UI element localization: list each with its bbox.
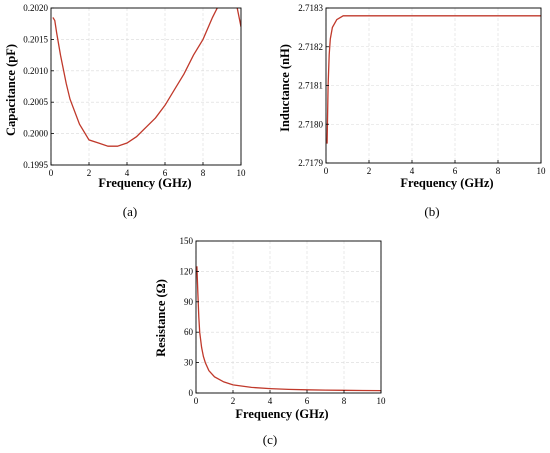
panel-b-caption: (b) bbox=[424, 204, 439, 219]
panel-c-x-tick-label: 4 bbox=[268, 396, 273, 406]
panel-c-x-axis-label: Frequency (GHz) bbox=[235, 407, 328, 421]
panel-a-chart: Capacitance (pF) Frequency (GHz) (a) 0 2 4… bbox=[4, 3, 247, 219]
panel-c-y-tick-label: 0 bbox=[189, 388, 194, 398]
panel-a-plot-frame bbox=[50, 7, 242, 166]
panel-c-x-tick-label: 2 bbox=[231, 396, 236, 406]
panel-c-x-tick-label: 0 bbox=[194, 396, 199, 406]
panel-c-plot-frame bbox=[195, 240, 382, 394]
panel-c-y-tick-label: 90 bbox=[184, 297, 194, 307]
panel-b-y-tick-label: 2.7182 bbox=[298, 42, 323, 52]
panel-a-x-axis-label: Frequency (GHz) bbox=[98, 176, 191, 190]
panel-b-x-tick-label: 8 bbox=[496, 166, 501, 176]
panel-a-y-tick-label: 0.2010 bbox=[23, 66, 48, 76]
panel-a-y-tick-label: 0.2000 bbox=[23, 129, 48, 139]
panel-a-caption: (a) bbox=[123, 204, 137, 219]
panel-a-x-tick-label: 2 bbox=[87, 168, 92, 178]
panel-b-x-tick-label: 6 bbox=[453, 166, 458, 176]
panel-a-x-tick-label: 8 bbox=[201, 168, 206, 178]
panel-b-series-line bbox=[326, 15, 541, 144]
panel-c-x-tick-label: 6 bbox=[305, 396, 310, 406]
panel-c-x-tick-label: 10 bbox=[377, 396, 387, 406]
panel-b-y-tick-label: 2.7183 bbox=[298, 3, 323, 13]
panel-b-x-tick-label: 2 bbox=[367, 166, 372, 176]
panel-a-y-axis-label: Capacitance (pF) bbox=[4, 44, 18, 136]
panel-c-y-axis-label: Resistance (Ω) bbox=[154, 279, 168, 357]
panel-b-chart: Inductance (nH) Frequency (GHz) (b) 0 2 4 6… bbox=[278, 3, 546, 219]
panel-a-x-tick-label: 4 bbox=[125, 168, 130, 178]
panel-a-y-tick-label: 0.2020 bbox=[23, 3, 48, 13]
panel-c-y-tick-label: 60 bbox=[184, 327, 194, 337]
panel-c-chart: Resistance (Ω) Frequency (GHz) (c) 0 2 4 6 8… bbox=[154, 236, 386, 447]
panel-b-y-tick-label: 2.7180 bbox=[298, 119, 323, 129]
panel-b-y-tick-label: 2.7179 bbox=[298, 158, 323, 168]
panel-a-y-tick-label: 0.2015 bbox=[23, 34, 48, 44]
panel-a-y-tick-label: 0.2005 bbox=[23, 97, 48, 107]
panel-c-y-tick-label: 150 bbox=[180, 236, 194, 246]
panel-c-y-tick-label: 30 bbox=[184, 358, 194, 368]
panel-a-x-tick-label: 10 bbox=[237, 168, 247, 178]
panel-a-y-tick-label: 0.1995 bbox=[23, 160, 48, 170]
panel-a-series-line bbox=[52, 8, 241, 147]
panel-c-x-tick-label: 8 bbox=[342, 396, 347, 406]
panel-a-x-tick-label: 6 bbox=[163, 168, 168, 178]
panel-b-x-tick-label: 0 bbox=[324, 166, 329, 176]
panel-c-series-line bbox=[196, 266, 381, 392]
panel-b-x-axis-label: Frequency (GHz) bbox=[400, 176, 493, 190]
panel-b-x-tick-label: 10 bbox=[537, 166, 547, 176]
panel-b-y-tick-label: 2.7181 bbox=[298, 81, 323, 91]
panel-c-caption: (c) bbox=[263, 432, 277, 447]
panel-c-y-tick-label: 120 bbox=[180, 266, 194, 276]
panel-b-x-tick-label: 4 bbox=[410, 166, 415, 176]
panel-b-y-axis-label: Inductance (nH) bbox=[278, 44, 292, 132]
panel-a-x-tick-label: 0 bbox=[49, 168, 54, 178]
